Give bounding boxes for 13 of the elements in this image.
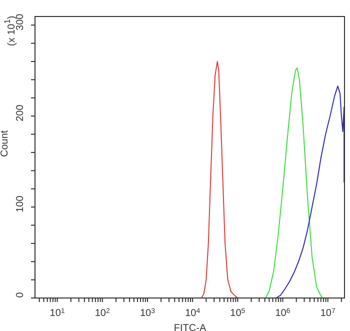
x-tick-label: 10$^{3}$ xyxy=(140,308,156,319)
x-axis-title: FITC-A xyxy=(174,323,206,331)
x-tick-label: 10$^{7}$ xyxy=(320,308,336,319)
x-tick-label: 10$^{2}$ xyxy=(94,308,110,319)
y-tick-label: 0 xyxy=(15,292,26,298)
y-axis-title: Count xyxy=(0,130,11,157)
x-tick-label: 10$^{4}$ xyxy=(185,308,200,319)
x-tick-label: 10$^{5}$ xyxy=(230,308,246,319)
x-tick-label: 10$^{1}$ xyxy=(50,308,65,319)
y-tick-label: 200 xyxy=(15,104,26,122)
y-tick-label: 300 xyxy=(15,13,26,30)
y-tick-label: 100 xyxy=(15,195,26,212)
x-tick-label: 10$^{6}$ xyxy=(275,308,290,319)
